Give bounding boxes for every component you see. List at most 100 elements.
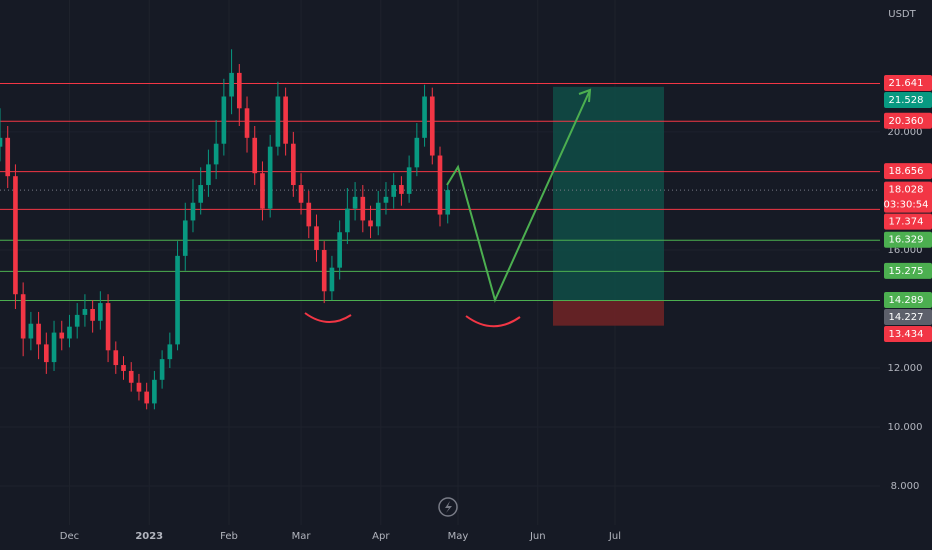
x-tick-label: Feb — [220, 531, 238, 542]
price-label-bg — [884, 291, 932, 308]
candle-body — [445, 190, 451, 215]
candle-body — [90, 308, 95, 321]
candle-body — [167, 344, 173, 360]
x-tick-label: Jun — [529, 531, 546, 542]
candle-body — [206, 164, 211, 186]
candle-body — [368, 220, 373, 227]
candle-body — [105, 303, 111, 351]
drawings — [304, 88, 592, 517]
candle-body — [74, 314, 80, 327]
candle-body — [283, 96, 288, 144]
candle-body — [360, 196, 366, 221]
price-label: 20.360 — [889, 116, 924, 127]
candle-body — [198, 185, 204, 203]
price-label: 14.227 — [889, 312, 924, 323]
price-label: 15.275 — [889, 266, 924, 277]
candle-body — [67, 326, 72, 339]
candle-body — [275, 96, 281, 147]
lightning-icon[interactable] — [438, 497, 458, 517]
x-tick-label: 2023 — [135, 531, 163, 542]
x-tick-label: May — [448, 531, 469, 542]
price-label-bg — [884, 163, 932, 180]
candle-body — [182, 220, 188, 256]
candle-body — [406, 167, 412, 194]
price-label-bg — [884, 231, 932, 248]
candle-body — [429, 96, 435, 156]
price-label-bg — [884, 181, 932, 213]
arrow-head — [578, 88, 592, 103]
price-label: 17.374 — [889, 217, 924, 228]
price-axis: 8.000 10.000 12.000 16.000 20.000 21.641 21.52… — [884, 74, 932, 492]
candles — [0, 49, 451, 410]
candle-body — [244, 108, 250, 138]
candle-body — [128, 370, 134, 383]
candle-body — [236, 72, 242, 109]
candle-body — [221, 96, 227, 144]
x-tick-label: Apr — [372, 531, 390, 542]
candle-body — [314, 226, 319, 250]
price-label-bg — [884, 308, 932, 325]
candle-body — [5, 137, 11, 177]
price-label: 18.028 — [889, 185, 924, 196]
candle-body — [399, 185, 404, 194]
x-tick-label: Mar — [292, 531, 312, 542]
price-label-bg — [884, 112, 932, 129]
price-label: 21.641 — [889, 78, 924, 89]
y-tick-label: 20.000 — [888, 127, 923, 138]
candle-body — [175, 255, 180, 345]
price-label-bg — [884, 74, 932, 91]
candle-body — [44, 344, 49, 363]
candle-body — [252, 137, 258, 174]
candle-body — [113, 350, 119, 366]
candle-body — [437, 155, 443, 215]
price-label: 16.329 — [889, 235, 924, 246]
candle-body — [136, 382, 142, 392]
candle-body — [291, 143, 296, 186]
y-tick-label: 8.000 — [891, 481, 920, 492]
candle-body — [36, 323, 41, 345]
price-label-bg — [884, 91, 932, 108]
loss-zone — [553, 300, 664, 326]
candle-body — [213, 143, 219, 165]
bottom-arc — [465, 315, 521, 328]
candle-body — [59, 332, 65, 339]
candle-body — [345, 208, 350, 233]
profit-zone — [553, 86, 664, 301]
candle-body — [267, 146, 273, 209]
price-label-bg — [884, 262, 932, 279]
countdown-label: 03:30:54 — [884, 200, 929, 211]
candle-body — [422, 96, 427, 138]
candle-body — [98, 303, 103, 321]
projection-path — [446, 89, 591, 303]
candle-body — [121, 365, 126, 371]
candle-body — [352, 196, 358, 209]
price-label-bg — [884, 213, 932, 230]
candle-body — [13, 176, 18, 295]
candle-body — [159, 359, 165, 380]
candle-body — [329, 267, 335, 292]
position-box — [553, 86, 664, 326]
candle-body — [414, 137, 420, 168]
candle-body — [190, 202, 196, 221]
candle-body — [391, 185, 396, 197]
y-tick-label: 10.000 — [888, 422, 923, 433]
price-label: 13.434 — [889, 329, 924, 340]
candle-body — [321, 249, 327, 292]
bottom-arc — [304, 312, 352, 323]
currency-label: USDT — [888, 9, 916, 20]
candle-body — [260, 173, 265, 209]
candle-body — [306, 202, 312, 227]
candle-body — [383, 196, 389, 203]
candle-body — [51, 332, 57, 363]
x-tick-label: Dec — [60, 531, 79, 542]
candle-body — [82, 308, 88, 315]
price-label-bg — [884, 325, 932, 342]
candle-body — [20, 294, 26, 339]
price-label: 14.289 — [889, 295, 924, 306]
candle-body — [0, 137, 3, 147]
lightning-bolt — [445, 501, 452, 513]
candle-body — [337, 232, 342, 268]
price-label: 18.656 — [889, 166, 924, 177]
